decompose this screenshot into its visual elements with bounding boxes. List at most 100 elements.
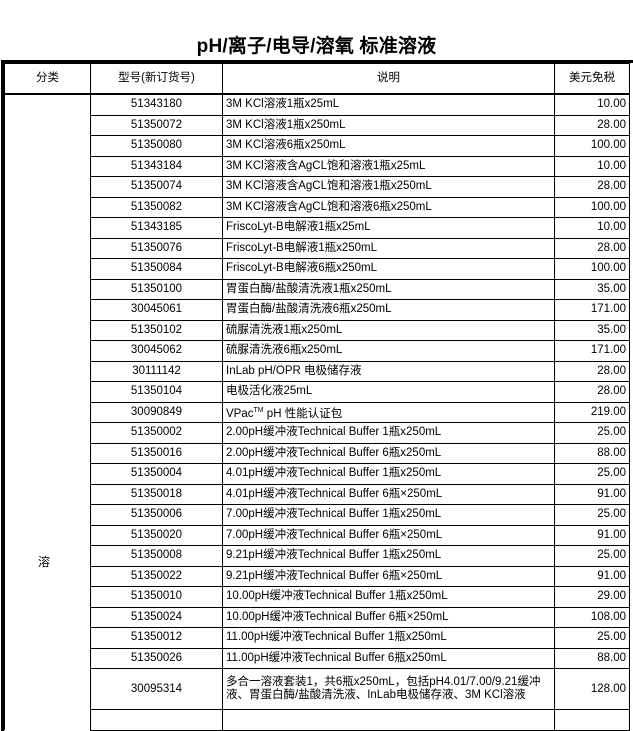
- table-row: 51350102 硫脲清洗液1瓶x250mL 35.00: [5, 319, 630, 341]
- price: 91.00: [554, 565, 630, 587]
- table-row: 51343184 3M KCl溶液含AgCL饱和溶液1瓶x25mL 10.00: [5, 155, 630, 177]
- description: 3M KCl溶液6瓶x250mL: [222, 135, 555, 157]
- price: 25.00: [554, 422, 630, 444]
- description: 3M KCl溶液1瓶x250mL: [222, 114, 555, 136]
- model-number: 51350020: [90, 524, 223, 546]
- model-number: 51350100: [90, 278, 223, 300]
- table-row: 51350018 4.01pH缓冲液Technical Buffer 6瓶×250…: [5, 483, 630, 505]
- table-row: 51350024 10.00pH缓冲液Technical Buffer 6瓶×25…: [5, 606, 630, 628]
- price: 91.00: [554, 483, 630, 505]
- price: 100.00: [554, 258, 630, 280]
- price: 25.00: [554, 545, 630, 567]
- description: 硫脲清洗液1瓶x250mL: [222, 319, 555, 341]
- table-row: 51350074 3M KCl溶液含AgCL饱和溶液1瓶x250mL 28.00: [5, 176, 630, 198]
- price: 28.00: [554, 360, 630, 382]
- price: 10.00: [554, 217, 630, 239]
- table-row: 51350026 11.00pH缓冲液Technical Buffer 6瓶x25…: [5, 647, 630, 669]
- table-row: 51350082 3M KCl溶液含AgCL饱和溶液6瓶x250mL 100.00: [5, 196, 630, 218]
- model-number: 30111142: [90, 360, 223, 382]
- price: 25.00: [554, 463, 630, 485]
- table-row: 51350084 FriscoLyt-B电解液6瓶x250mL 100.00: [5, 258, 630, 280]
- header-category: 分类: [4, 63, 91, 95]
- price: 100.00: [554, 135, 630, 157]
- table-row: 51350080 3M KCl溶液6瓶x250mL 100.00: [5, 135, 630, 157]
- description: 胃蛋白酶/盐酸清洗液1瓶x250mL: [222, 278, 555, 300]
- model-number: 51350018: [90, 483, 223, 505]
- description: [222, 709, 555, 731]
- page-title: pH/离子/电导/溶氧 标准溶液: [196, 36, 437, 57]
- price: 219.00: [554, 401, 630, 423]
- header-price: 美元免税: [554, 63, 630, 95]
- description: 7.00pH缓冲液Technical Buffer 6瓶×250mL: [222, 524, 555, 546]
- price-table: 分类 型号(新订货号) 说明 美元免税 51343180 3M KCl溶液1瓶x2…: [4, 63, 630, 731]
- model-number: 51350074: [90, 176, 223, 198]
- model-number: 51350082: [90, 196, 223, 218]
- table-row: 30045061 胃蛋白酶/盐酸清洗液6瓶x250mL 171.00: [5, 299, 630, 321]
- model-number: 51350006: [90, 504, 223, 526]
- price: 28.00: [554, 176, 630, 198]
- table-row: 51350100 胃蛋白酶/盐酸清洗液1瓶x250mL 35.00: [5, 278, 630, 300]
- description: 3M KCl溶液含AgCL饱和溶液1瓶x25mL: [222, 155, 555, 177]
- model-number: 51350102: [90, 319, 223, 341]
- header-model: 型号(新订货号): [90, 63, 223, 95]
- table-row: 30045062 硫脲清洗液6瓶x250mL 171.00: [5, 340, 630, 362]
- model-number: 51350076: [90, 237, 223, 259]
- table-row: 30090849 VPacTM pH 性能认证包 219.00: [5, 401, 630, 423]
- model-number: [90, 709, 223, 731]
- description: 11.00pH缓冲液Technical Buffer 1瓶x250mL: [222, 627, 555, 649]
- model-number: 51350008: [90, 545, 223, 567]
- description: 10.00pH缓冲液Technical Buffer 1瓶x250mL: [222, 586, 555, 608]
- description: 9.21pH缓冲液Technical Buffer 6瓶×250mL: [222, 565, 555, 587]
- table-row: 51350002 2.00pH缓冲液Technical Buffer 1瓶x250…: [5, 422, 630, 444]
- model-number: 51350080: [90, 135, 223, 157]
- table-row: 51343185 FriscoLyt-B电解液1瓶x25mL 10.00: [5, 217, 630, 239]
- price: 28.00: [554, 114, 630, 136]
- description: 4.01pH缓冲液Technical Buffer 6瓶×250mL: [222, 483, 555, 505]
- table-row: 51350076 FriscoLyt-B电解液1瓶x250mL 28.00: [5, 237, 630, 259]
- price: 100.00: [554, 196, 630, 218]
- price: 171.00: [554, 340, 630, 362]
- table-row: 51350006 7.00pH缓冲液Technical Buffer 1瓶x250…: [5, 504, 630, 526]
- description: 11.00pH缓冲液Technical Buffer 6瓶x250mL: [222, 647, 555, 669]
- price: 88.00: [554, 442, 630, 464]
- description: FriscoLyt-B电解液1瓶x25mL: [222, 217, 555, 239]
- category-label: 溶: [38, 555, 51, 569]
- price: 108.00: [554, 606, 630, 628]
- table-row: 51350072 3M KCl溶液1瓶x250mL 28.00: [5, 114, 630, 136]
- price: 25.00: [554, 627, 630, 649]
- description: 3M KCl溶液含AgCL饱和溶液1瓶x250mL: [222, 176, 555, 198]
- description: 3M KCl溶液1瓶x25mL: [222, 93, 555, 116]
- description: 9.21pH缓冲液Technical Buffer 1瓶x250mL: [222, 545, 555, 567]
- model-number: 51350026: [90, 647, 223, 669]
- trademark-sup: TM: [253, 406, 264, 414]
- description: 2.00pH缓冲液Technical Buffer 1瓶x250mL: [222, 422, 555, 444]
- model-number: 30095314: [90, 668, 223, 710]
- model-number: 51343185: [90, 217, 223, 239]
- model-number: 51350016: [90, 442, 223, 464]
- description: 4.01pH缓冲液Technical Buffer 1瓶x250mL: [222, 463, 555, 485]
- description-text-after: pH 性能认证包: [263, 407, 343, 420]
- model-number: 30090849: [90, 401, 223, 423]
- table-row: 51350020 7.00pH缓冲液Technical Buffer 6瓶×250…: [5, 524, 630, 546]
- description: 多合一溶液套装1，共6瓶x250mL，包括pH4.01/7.00/9.21缓冲液…: [222, 668, 555, 710]
- description: 10.00pH缓冲液Technical Buffer 6瓶×250mL: [222, 606, 555, 628]
- model-number: 51350022: [90, 565, 223, 587]
- price-table-container: 分类 型号(新订货号) 说明 美元免税 51343180 3M KCl溶液1瓶x2…: [1, 60, 633, 731]
- price: 28.00: [554, 237, 630, 259]
- model-number: 30045061: [90, 299, 223, 321]
- price: [554, 709, 630, 731]
- price: 128.00: [554, 668, 630, 710]
- description: InLab pH/OPR 电极储存液: [222, 360, 555, 382]
- price: 35.00: [554, 278, 630, 300]
- description-text: VPac: [226, 407, 254, 420]
- table-row: 51350104 电极活化液25mL 28.00: [5, 381, 630, 403]
- description: 胃蛋白酶/盐酸清洗液6瓶x250mL: [222, 299, 555, 321]
- table-row: 51350010 10.00pH缓冲液Technical Buffer 1瓶x25…: [5, 586, 630, 608]
- table-row: 51350012 11.00pH缓冲液Technical Buffer 1瓶x25…: [5, 627, 630, 649]
- description: 电极活化液25mL: [222, 381, 555, 403]
- price: 88.00: [554, 647, 630, 669]
- description: 2.00pH缓冲液Technical Buffer 6瓶x250mL: [222, 442, 555, 464]
- description: 硫脲清洗液6瓶x250mL: [222, 340, 555, 362]
- model-number: 51350002: [90, 422, 223, 444]
- price: 29.00: [554, 586, 630, 608]
